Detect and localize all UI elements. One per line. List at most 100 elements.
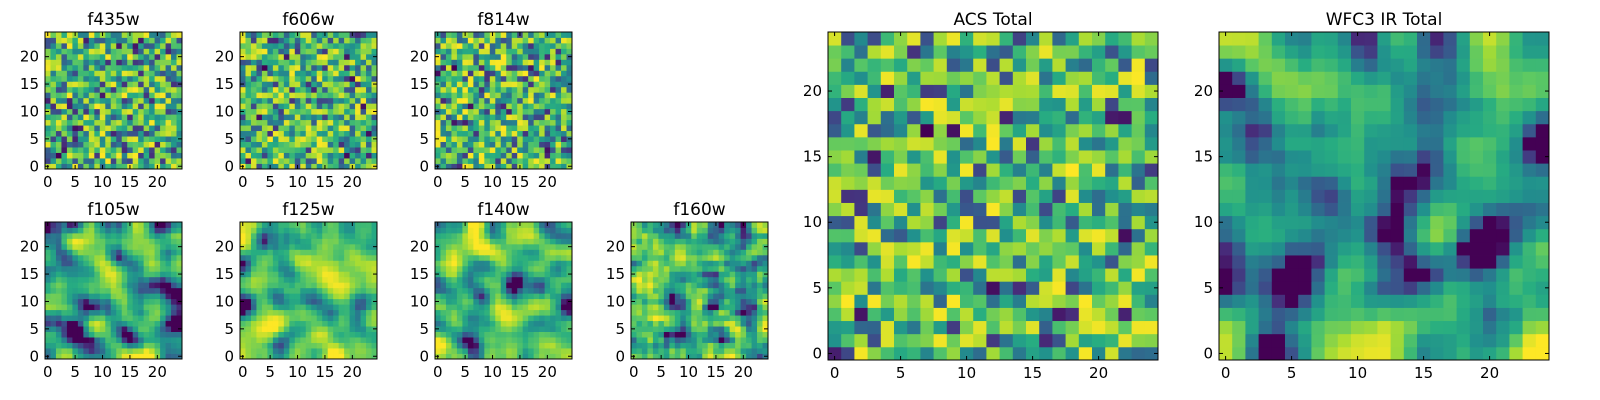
heatmap-cell xyxy=(478,163,485,170)
heatmap-cell xyxy=(1118,228,1132,243)
heatmap-cell xyxy=(445,271,452,278)
heatmap-cell xyxy=(250,152,257,159)
heatmap-cell xyxy=(841,281,855,295)
heatmap-cell xyxy=(165,353,172,360)
heatmap-cell xyxy=(61,331,68,338)
heatmap-cell xyxy=(110,119,117,126)
heatmap-cell xyxy=(435,158,441,164)
heatmap-cell xyxy=(462,326,469,332)
heatmap-cell xyxy=(272,326,279,332)
heatmap-cell xyxy=(506,59,513,66)
heatmap-cell xyxy=(360,232,367,239)
heatmap-cell xyxy=(561,276,567,283)
heatmap-cell xyxy=(680,254,687,261)
heatmap-cell xyxy=(478,70,485,77)
heatmap-cell xyxy=(300,141,307,148)
heatmap-cell xyxy=(83,119,90,126)
heatmap-cell xyxy=(735,309,741,316)
x-tick-label: 20 xyxy=(343,363,362,381)
heatmap-cell xyxy=(561,64,567,71)
heatmap-cell xyxy=(344,249,350,256)
heatmap-cell xyxy=(327,158,334,164)
heatmap-cell xyxy=(66,232,73,239)
heatmap-cell xyxy=(45,141,51,148)
heatmap-cell xyxy=(718,282,725,289)
heatmap-cell xyxy=(986,228,1000,243)
panel-title: f105w xyxy=(87,200,139,220)
heatmap-cell xyxy=(445,103,452,110)
heatmap-cell xyxy=(50,141,57,148)
heatmap-cell xyxy=(658,287,665,294)
heatmap-cell xyxy=(154,130,161,137)
heatmap-cell xyxy=(72,232,79,239)
heatmap-cell xyxy=(294,293,301,300)
heatmap-cell xyxy=(83,92,90,99)
heatmap-cell xyxy=(555,81,562,88)
heatmap-cell xyxy=(960,228,974,243)
heatmap-cell xyxy=(522,64,529,71)
heatmap-cell xyxy=(61,32,68,38)
heatmap-cell xyxy=(143,342,150,349)
heatmap-cell xyxy=(566,130,573,137)
heatmap-cell xyxy=(294,147,301,153)
heatmap-cell xyxy=(327,119,334,126)
heatmap-cell xyxy=(440,342,447,349)
heatmap-cell xyxy=(267,103,274,110)
heatmap-cell xyxy=(631,249,637,256)
heatmap-cell xyxy=(77,92,84,99)
heatmap-cell xyxy=(366,265,372,272)
heatmap-cell xyxy=(517,249,524,256)
heatmap-cell xyxy=(110,282,117,289)
heatmap-cell xyxy=(707,342,714,349)
heatmap-cell xyxy=(322,81,329,88)
heatmap-cell xyxy=(278,260,285,267)
heatmap-cell xyxy=(154,64,161,71)
heatmap-cell xyxy=(143,92,150,99)
heatmap-cell xyxy=(880,202,895,217)
heatmap-cell xyxy=(1144,281,1159,295)
heatmap-cell xyxy=(718,238,725,245)
heatmap-cell xyxy=(500,53,507,60)
heatmap-cell xyxy=(171,238,177,245)
heatmap-cell xyxy=(322,309,329,316)
y-tick-label: 15 xyxy=(410,75,429,93)
heatmap-cell xyxy=(473,326,480,332)
heatmap-cell xyxy=(245,158,252,164)
heatmap-cell xyxy=(360,37,367,44)
heatmap-cell xyxy=(920,163,934,177)
heatmap-cell xyxy=(473,130,480,137)
heatmap-cell xyxy=(506,348,513,354)
heatmap-cell xyxy=(66,81,73,88)
heatmap-cell xyxy=(171,315,177,322)
heatmap-cell xyxy=(94,70,101,77)
heatmap-cell xyxy=(1131,215,1146,230)
heatmap-cell xyxy=(333,309,340,316)
heatmap-cell xyxy=(495,337,502,343)
heatmap-cell xyxy=(256,287,263,294)
heatmap-cell xyxy=(462,298,469,305)
heatmap-cell xyxy=(973,163,987,177)
heatmap-cell xyxy=(165,309,172,316)
heatmap-cell xyxy=(344,309,350,316)
heatmap-cell xyxy=(72,320,79,327)
heatmap-cell xyxy=(946,307,961,322)
heatmap-cell xyxy=(138,320,145,327)
heatmap-cell xyxy=(327,309,334,316)
heatmap-cell xyxy=(250,249,257,256)
heatmap-cell xyxy=(894,320,908,335)
heatmap-cell xyxy=(83,75,90,82)
heatmap-cell xyxy=(360,222,367,228)
heatmap-cell xyxy=(250,315,257,322)
heatmap-cell xyxy=(121,271,128,278)
heatmap-cell xyxy=(641,353,648,360)
heatmap-cell xyxy=(522,249,529,256)
heatmap-cell xyxy=(631,227,637,234)
heatmap-cell xyxy=(245,53,252,60)
heatmap-cell xyxy=(349,309,356,316)
heatmap-cell xyxy=(311,238,318,245)
heatmap-cell xyxy=(94,276,101,283)
heatmap-cell xyxy=(272,342,279,349)
heatmap-cell xyxy=(50,276,57,283)
heatmap-cell xyxy=(669,232,676,239)
heatmap-cell xyxy=(127,147,134,153)
